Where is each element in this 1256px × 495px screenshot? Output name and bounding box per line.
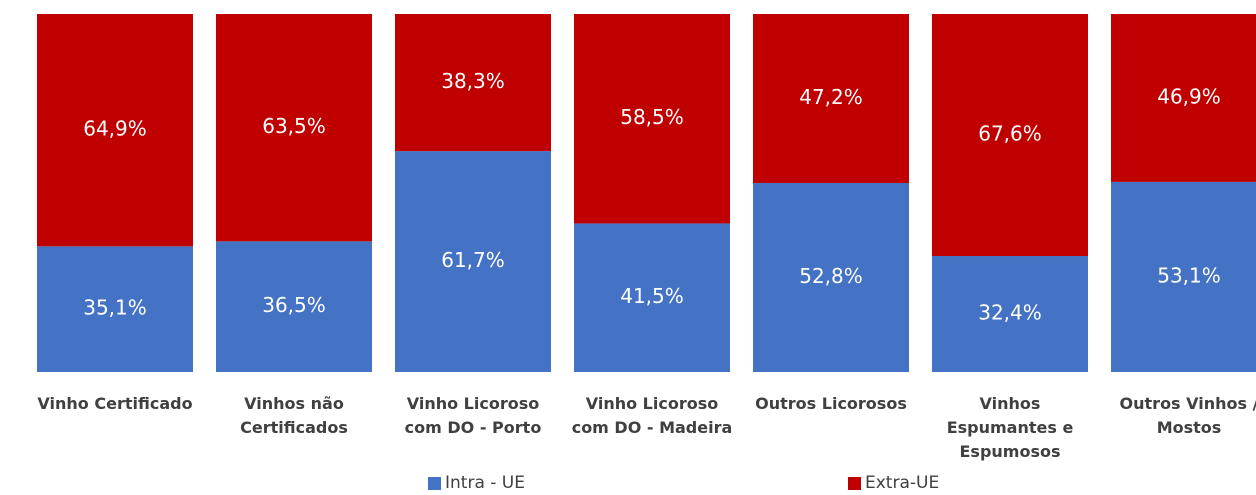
bar-segment <box>395 14 551 152</box>
bar-segment <box>932 14 1088 257</box>
bar-segment <box>37 14 193 247</box>
data-label: 53,1% <box>1157 263 1221 287</box>
bar-segment <box>753 14 909 183</box>
data-label: 61,7% <box>441 248 505 272</box>
legend-item: Intra - UE <box>428 473 525 493</box>
data-label: 67,6% <box>978 122 1042 146</box>
legend-swatch <box>428 476 441 490</box>
legend-swatch <box>848 476 861 490</box>
bar-segment <box>216 241 372 372</box>
data-label: 64,9% <box>83 117 147 141</box>
data-label: 36,5% <box>262 293 326 317</box>
data-label: 46,9% <box>1157 84 1221 108</box>
data-label: 63,5% <box>262 114 326 138</box>
bar-segment <box>395 151 551 372</box>
bar-segment <box>932 256 1088 372</box>
data-label: 32,4% <box>978 301 1042 325</box>
legend-item: Extra-UE <box>848 473 939 493</box>
bar-segment <box>216 14 372 242</box>
legend-label: Intra - UE <box>445 473 525 493</box>
bar-segment <box>1111 181 1256 372</box>
bar-segment <box>574 223 730 372</box>
x-tick-label: Vinhos Espumantes e Espumosos <box>946 394 1074 461</box>
x-tick-label: Outros Vinhos / Mostos <box>1119 394 1256 437</box>
legend-label: Extra-UE <box>865 473 940 493</box>
x-tick-label: Outros Licorosos <box>755 394 907 413</box>
data-label: 47,2% <box>799 85 863 109</box>
data-label: 41,5% <box>620 284 684 308</box>
bar-segment <box>753 182 909 372</box>
x-tick-label: Vinho Licoroso com DO - Porto <box>404 394 542 437</box>
bar-segment <box>574 14 730 224</box>
x-tick-label: Vinho Licoroso com DO - Madeira <box>571 394 733 437</box>
bar-segment <box>1111 14 1256 182</box>
x-tick-label: Vinho Certificado <box>37 394 193 413</box>
x-tick-label: Vinhos não Certificados <box>240 394 348 437</box>
data-label: 58,5% <box>620 105 684 129</box>
data-label: 35,1% <box>83 296 147 320</box>
bar-segment <box>37 246 193 372</box>
data-label: 38,3% <box>441 69 505 93</box>
data-label: 52,8% <box>799 264 863 288</box>
